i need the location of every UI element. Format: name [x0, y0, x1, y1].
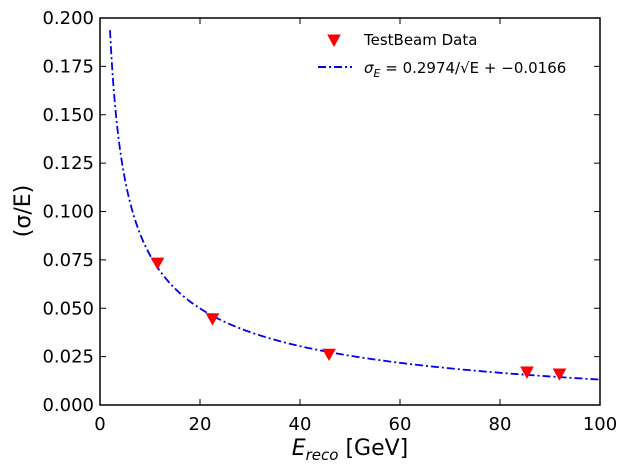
data-point: [322, 348, 336, 362]
legend-label-testbeam: TestBeam Data: [363, 31, 477, 49]
x-axis-title: Ereco [GeV]: [292, 436, 409, 464]
y-tick-label: 0.000: [42, 395, 94, 416]
tick-label-layer: 0 20 40 60 80 100 0.000 0.025 0.050 0.075 0.100 0.1…: [42, 8, 617, 435]
data-point: [552, 368, 567, 381]
y-tick-label: 0.175: [42, 56, 94, 77]
y-tick-label: 0.150: [42, 105, 94, 126]
legend-label-fit: σE = 0.2974/√E + −0.0166: [364, 59, 566, 80]
y-tick-label: 0.050: [42, 298, 94, 319]
y-tick-label: 0.200: [42, 8, 94, 29]
plot-frame: [99, 17, 601, 406]
y-tick-label: 0.075: [42, 250, 94, 271]
x-tick-label: 40: [289, 414, 312, 435]
x-tick-label: 0: [94, 414, 105, 435]
x-tick-label: 60: [389, 414, 412, 435]
x-tick-label: 80: [489, 414, 512, 435]
legend: TestBeam Data σE = 0.2974/√E + −0.0166: [318, 31, 566, 80]
y-tick-label: 0.025: [42, 347, 94, 368]
data-point: [205, 313, 220, 326]
x-tick-label: 100: [583, 414, 617, 435]
y-tick-label: 0.125: [42, 153, 94, 174]
legend-marker-testbeam: [327, 34, 341, 48]
y-axis-title: (σ/E): [11, 185, 36, 237]
fit-curve: [109, 30, 601, 381]
x-tick-label: 20: [189, 414, 212, 435]
data-point: [520, 366, 534, 379]
series-layer: [109, 30, 601, 381]
y-tick-label: 0.100: [42, 202, 94, 223]
data-point: [150, 257, 165, 270]
